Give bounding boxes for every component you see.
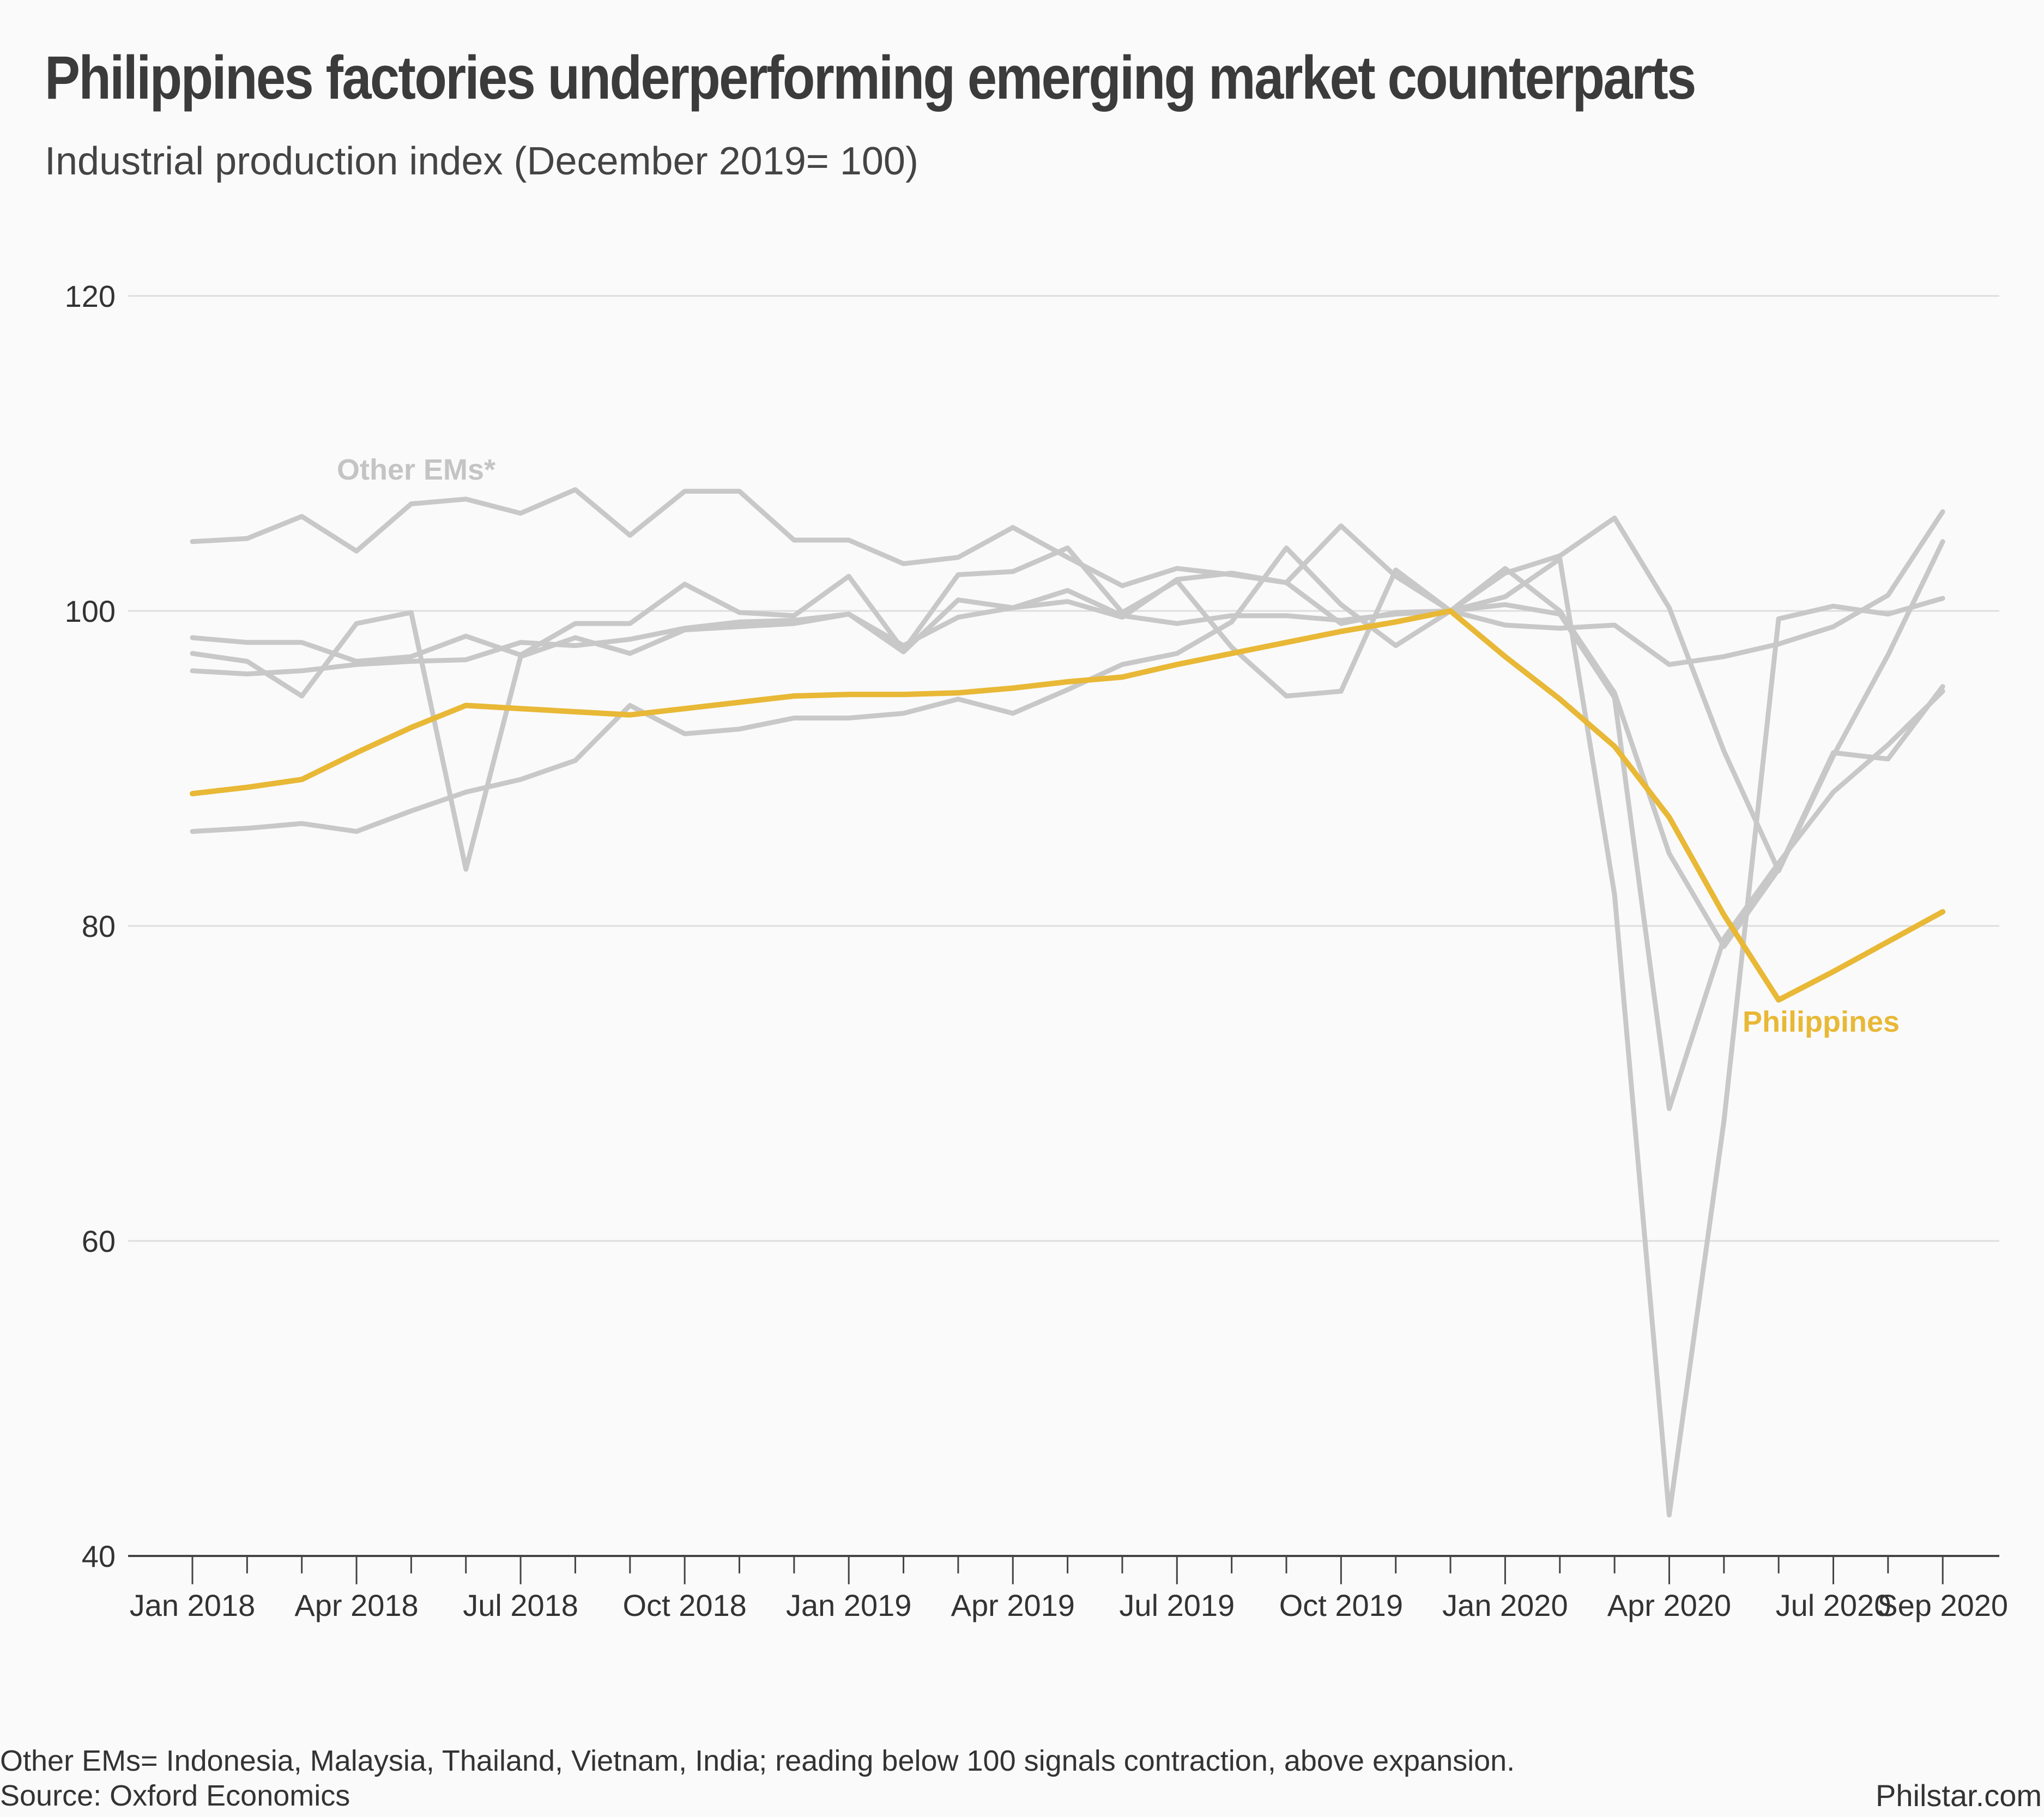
x-tick-label: Jul 2020 (1776, 1588, 1891, 1622)
other-em-series-line (190, 566, 1945, 949)
x-tick-label: Oct 2018 (623, 1588, 747, 1622)
other-em-series-line (190, 556, 1945, 1518)
y-tick-label: 40 (82, 1539, 116, 1573)
x-tick-label: Apr 2020 (1607, 1588, 1731, 1622)
chart-title: Philippines factories underperforming em… (45, 44, 1696, 112)
other-em-series-line (190, 487, 1945, 667)
y-tick-label: 80 (82, 909, 116, 943)
footer-source: Source: Oxford Economics (0, 1779, 350, 1812)
publisher-brand: Philstar.com (1876, 1778, 2042, 1813)
other-em-series-line (190, 545, 1945, 1111)
philippines-label: Philippines (1743, 1006, 1900, 1038)
footer-note: Other EMs= Indonesia, Malaysia, Thailand… (0, 1745, 1515, 1777)
x-tick-label: Jan 2019 (786, 1588, 911, 1622)
x-tick-label: Oct 2019 (1279, 1588, 1403, 1622)
y-tick-label: 120 (65, 279, 116, 313)
x-tick-label: Apr 2019 (951, 1588, 1075, 1622)
x-tick-label: Jan 2020 (1442, 1588, 1568, 1622)
chart-subtitle: Industrial production index (December 20… (45, 140, 918, 183)
x-tick-label: Jan 2018 (130, 1588, 255, 1622)
x-tick-label: Jul 2019 (1119, 1588, 1235, 1622)
x-tick-label: Apr 2018 (294, 1588, 418, 1622)
other-em-series-line (190, 516, 1945, 874)
x-tick-label: Jul 2018 (463, 1588, 578, 1622)
philippines-series-line (190, 608, 1946, 1003)
other-ems-label: Other EMs* (337, 453, 495, 486)
y-tick-label: 100 (65, 594, 116, 628)
y-tick-label: 60 (82, 1224, 116, 1258)
x-tick-label: Sep 2020 (1877, 1588, 2008, 1622)
